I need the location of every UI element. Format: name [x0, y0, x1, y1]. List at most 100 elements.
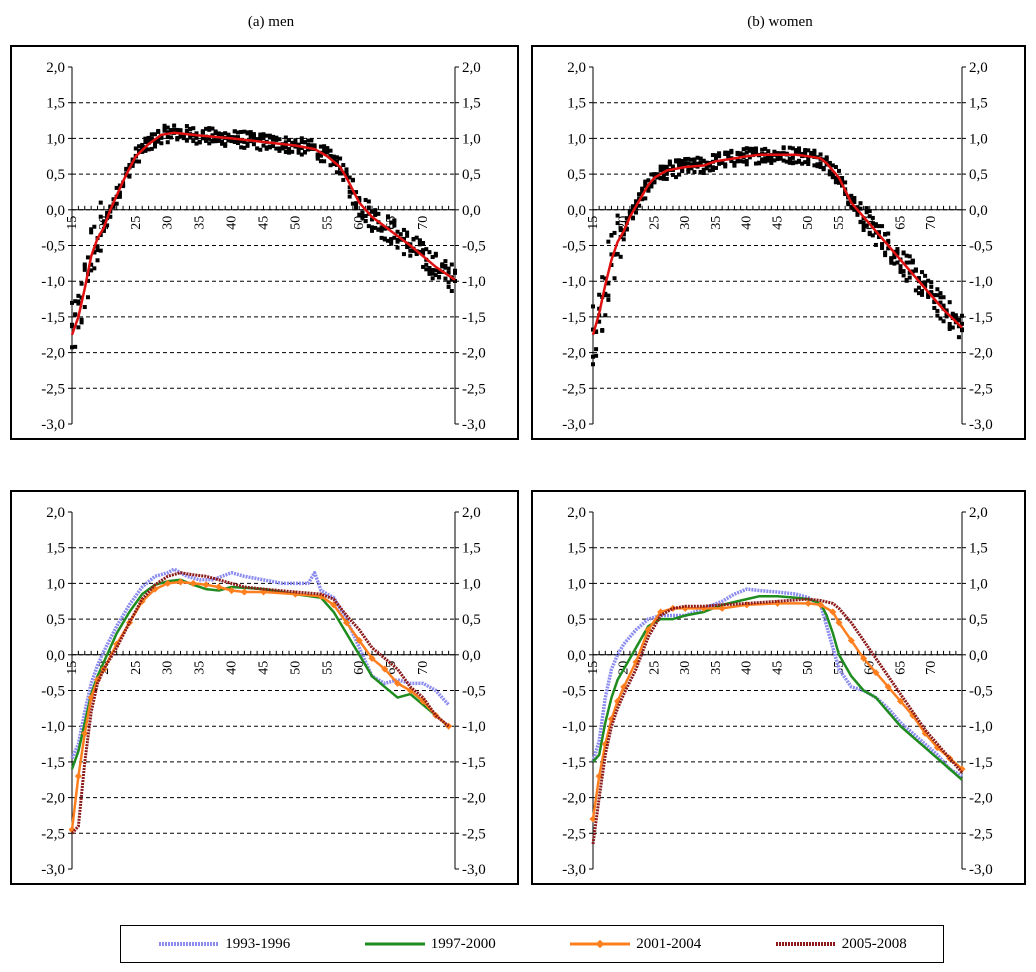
- x-tick-label: 30: [678, 216, 693, 230]
- scatter-point: [405, 233, 410, 238]
- scatter-point: [867, 232, 872, 237]
- scatter-point: [354, 190, 359, 195]
- scatter-point: [858, 219, 863, 224]
- scatter-point: [800, 152, 805, 157]
- scatter-point: [661, 164, 666, 169]
- scatter-point: [707, 168, 712, 173]
- scatter-point: [344, 170, 349, 175]
- y-tick-label-left: -0,5: [41, 684, 65, 700]
- scatter-point: [309, 143, 314, 148]
- scatter-point: [892, 261, 897, 266]
- title-women: (b) women: [747, 14, 813, 30]
- scatter-point: [956, 335, 961, 340]
- scatter-point: [347, 194, 352, 199]
- scatter-point: [704, 163, 709, 168]
- scatter-point: [624, 216, 629, 221]
- scatter-point: [846, 202, 851, 207]
- scatter-point: [350, 177, 355, 182]
- scatter-point: [395, 238, 400, 243]
- scatter-point: [938, 300, 943, 305]
- legend-swatch-2005-2008: [775, 942, 836, 946]
- y-tick-label-right: 0,0: [462, 203, 481, 219]
- scatter-point: [637, 192, 642, 197]
- x-tick-label: 25: [648, 216, 663, 230]
- y-tick-label-right: 1,5: [969, 541, 988, 557]
- scatter-point: [232, 129, 237, 134]
- scatter-point: [366, 205, 371, 210]
- x-tick-label: 25: [129, 661, 144, 675]
- x-tick-label: 15: [586, 661, 601, 675]
- title-men: (a) men: [247, 14, 295, 30]
- y-tick-label-left: 0,5: [46, 612, 65, 628]
- scatter-point: [140, 142, 145, 147]
- scatter-point: [655, 172, 660, 177]
- scatter-point: [73, 312, 78, 317]
- scatter-point: [127, 162, 132, 167]
- scatter-point: [609, 233, 614, 238]
- x-tick-label: 50: [288, 661, 303, 675]
- scatter-point: [446, 270, 451, 275]
- scatter-point: [440, 262, 445, 267]
- y-tick-label-left: -1,0: [41, 719, 65, 735]
- scatter-point: [194, 135, 199, 140]
- scatter-point: [824, 155, 829, 160]
- scatter-point: [267, 135, 272, 140]
- scatter-point: [861, 224, 866, 229]
- scatter-point: [606, 297, 611, 302]
- scatter-point: [698, 170, 703, 175]
- scatter-point: [634, 210, 639, 215]
- scatter-point: [904, 260, 909, 265]
- y-tick-label-right: 0,0: [969, 203, 988, 219]
- legend-item-1997-2000: 1997-2000: [363, 936, 496, 953]
- y-tick-label-right: 0,5: [969, 612, 988, 628]
- y-tick-label-right: -2,5: [969, 826, 993, 842]
- y-tick-label-left: -3,0: [562, 417, 586, 433]
- scatter-point: [223, 131, 228, 136]
- series-line-1997-2000: [70, 578, 450, 770]
- scatter-point: [674, 159, 679, 164]
- scatter-point: [821, 166, 826, 171]
- scatter-point: [852, 207, 857, 212]
- scatter-point: [680, 169, 685, 174]
- scatter-point: [833, 176, 838, 181]
- y-tick-label-left: 0,5: [567, 167, 586, 183]
- scatter-point: [433, 251, 438, 256]
- scatter-point: [646, 188, 651, 193]
- scatter-point: [827, 172, 832, 177]
- scatter-point: [437, 270, 442, 275]
- scatter-point: [108, 204, 113, 209]
- x-tick-label: 35: [709, 216, 724, 230]
- y-tick-label-left: 0,5: [567, 612, 586, 628]
- scatter-point: [427, 265, 432, 270]
- scatter-point: [873, 242, 878, 247]
- scatter-point: [140, 149, 145, 154]
- panel-women-top: 2,0 2,0 1,5 1,5 1,0 1,0 0,5 0,5 0,0 0,0 -0,5 -0,5 -1…: [531, 45, 1026, 440]
- scatter-point: [188, 127, 193, 132]
- scatter-point: [880, 224, 885, 229]
- y-tick-label-left: 1,0: [567, 131, 586, 147]
- y-tick-label-left: 1,5: [567, 541, 586, 557]
- scatter-point: [159, 135, 164, 140]
- scatter-point: [235, 135, 240, 140]
- scatter-point: [849, 204, 854, 209]
- x-tick-label: 55: [320, 661, 335, 675]
- scatter-point: [707, 163, 712, 168]
- scatter-point: [427, 271, 432, 276]
- scatter-point: [101, 220, 106, 225]
- y-tick-label-left: 2,0: [567, 60, 586, 76]
- scatter-point: [916, 291, 921, 296]
- scatter-point: [178, 134, 183, 139]
- scatter-point: [370, 209, 375, 214]
- series-line-2005-2008: [70, 571, 450, 835]
- y-tick-label-right: -2,0: [969, 346, 993, 362]
- scatter-point: [194, 141, 199, 146]
- x-tick-label: 25: [129, 216, 144, 230]
- scatter-point: [714, 156, 718, 161]
- legend-item-2005-2008: 2005-2008: [774, 936, 907, 953]
- scatter-point: [293, 141, 298, 146]
- y-tick-label-right: 2,0: [969, 60, 988, 76]
- y-tick-label-left: 0,0: [567, 648, 586, 664]
- scatter-point: [907, 260, 912, 265]
- scatter-point: [714, 153, 718, 158]
- scatter-point: [76, 293, 81, 298]
